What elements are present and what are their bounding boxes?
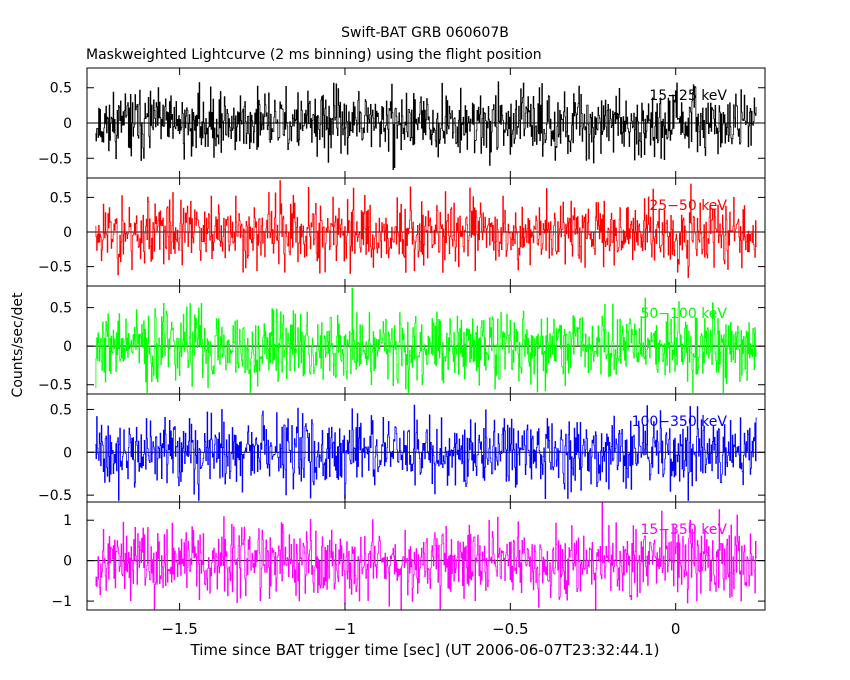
y-tick-label: −1	[51, 594, 72, 610]
y-tick-label: 0.5	[50, 81, 72, 97]
y-tick-label: −0.5	[38, 378, 72, 394]
y-tick-label: 0	[63, 339, 72, 355]
x-tick-label: 0	[671, 620, 681, 638]
y-axis-label: Counts/sec/det	[10, 292, 26, 397]
panel-1: 0.5 0 −0.5 15−25 keV	[38, 67, 766, 179]
y-tick-label: 0.5	[50, 190, 72, 206]
band-label: 100−350 keV	[632, 414, 728, 430]
lightcurve-series	[95, 81, 757, 170]
panel-3: 0.5 0 −0.5 50−100 keV	[38, 285, 766, 395]
x-tick-label: −0.5	[492, 620, 528, 638]
y-tick-label: 0	[63, 554, 72, 570]
y-tick-label: 0.5	[50, 402, 72, 418]
x-axis-label: Time since BAT trigger time [sec] (UT 20…	[190, 641, 660, 659]
x-axis: −1.5 −1 −0.5 0	[161, 620, 680, 638]
y-tick-label: 0	[63, 225, 72, 241]
band-label: 15−25 keV	[649, 88, 727, 104]
band-label: 50−100 keV	[640, 306, 727, 322]
y-tick-label: −0.5	[38, 488, 72, 504]
panel-2: 0.5 0 −0.5 25−50 keV	[38, 177, 766, 287]
y-tick-label: 0.5	[50, 301, 72, 317]
band-label: 15−350 keV	[640, 522, 727, 538]
lightcurve-series	[95, 180, 757, 278]
panel-4: 0.5 0 −0.5 100−350 keV	[38, 393, 766, 504]
y-tick-label: 0	[63, 445, 72, 461]
y-tick-label: 1	[63, 513, 72, 529]
panels-group: 0.5 0 −0.5 15−25 keV 0.5 0 −0.5 25−50 keV 0.5 0 −0…	[38, 67, 766, 611]
band-label: 25−50 keV	[649, 198, 727, 214]
x-tick-label: −1.5	[161, 620, 197, 638]
y-tick-label: −0.5	[38, 260, 72, 276]
panel-frame	[86, 501, 766, 611]
panel-5: 1 0 −1 15−350 keV	[51, 501, 766, 611]
lightcurve-series	[95, 404, 757, 501]
chart-subtitle: Maskweighted Lightcurve (2 ms binning) u…	[86, 47, 542, 63]
y-tick-label: 0	[63, 116, 72, 132]
y-tick-label: −0.5	[38, 151, 72, 167]
x-tick-label: −1	[334, 620, 356, 638]
lightcurve-series	[95, 287, 757, 393]
chart-title: Swift-BAT GRB 060607B	[341, 25, 509, 41]
panel-frame	[86, 285, 766, 395]
lightcurve-series	[95, 502, 757, 610]
